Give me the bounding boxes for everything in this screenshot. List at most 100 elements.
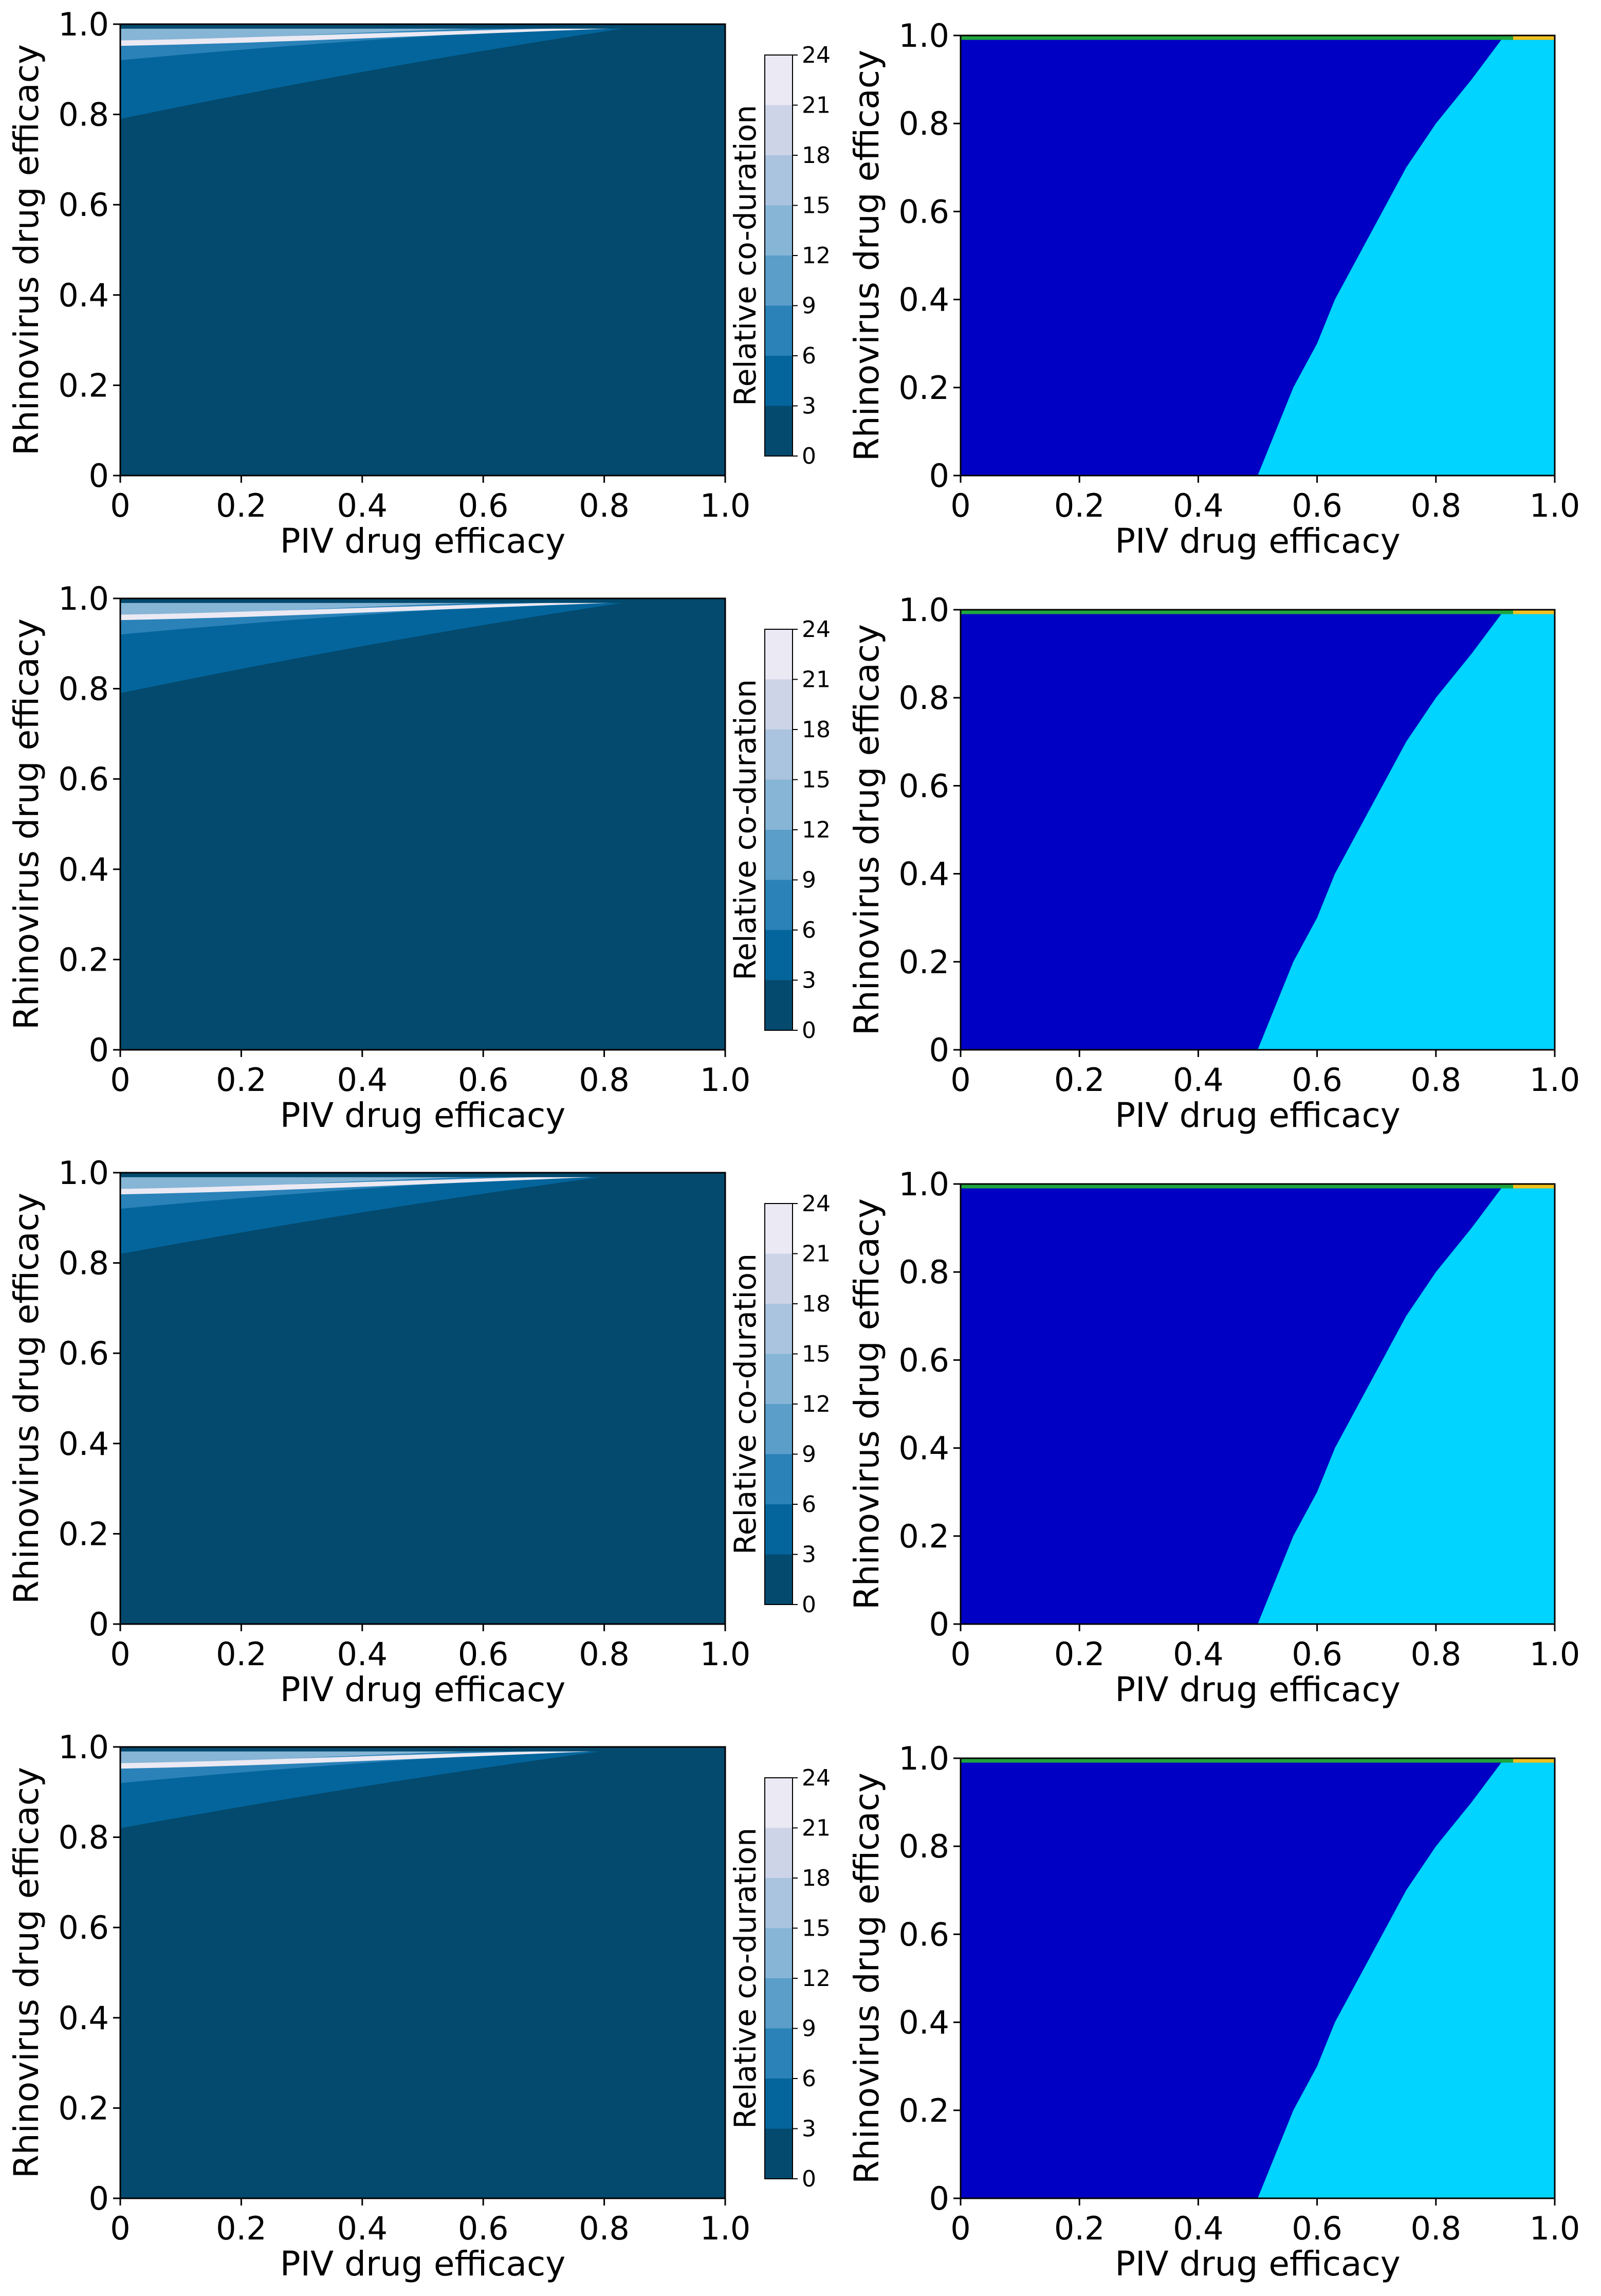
regions-2-x-tick-label: 0.4 [1173,1061,1224,1099]
colorbar-swatch [765,629,793,680]
coduration-3-y-tick-label: 0 [89,1606,109,1643]
coduration-1-x-tick-label: 0.2 [216,487,267,524]
colorbar-tick-label: 12 [802,817,831,843]
colorbar-swatch [765,1204,793,1254]
coduration-4-y-axis-label: Rhinovirus drug efficacy [7,1767,46,2178]
colorbar-tick-label: 0 [802,443,816,469]
regions-3-x-axis-label: PIV drug efficacy [1115,1670,1401,1709]
colorbar-tick-label: 24 [802,616,831,643]
colorbar-tick-label: 9 [802,293,816,319]
regions-1-y-tick-label: 0 [929,457,949,495]
regions-4-y-tick-label: 0.8 [898,1828,949,1865]
regions-2-y-tick-label: 0.8 [898,679,949,717]
coduration-4-x-tick-label: 0.6 [458,2210,509,2247]
colorbar-swatch [765,2128,793,2179]
regions-1-y-tick-label: 0.8 [898,105,949,142]
colorbar-tick-label: 21 [802,667,831,693]
coduration-4-y-tick-label: 0.8 [58,1819,109,1856]
regions-4-y-tick-label: 0.4 [898,2004,949,2042]
coduration-4-x-tick-label: 0.2 [216,2210,267,2247]
regions-2-y-tick-label: 0.4 [898,855,949,893]
colorbar-swatch [765,830,793,880]
regions-2-y-tick-label: 0 [929,1031,949,1069]
colorbar-tick-label: 0 [802,1592,816,1618]
colorbar-1: 0 3 6 9 12 15 18 21 24 Relative co-duration [728,42,831,469]
region-top-band [961,1758,1555,1763]
colorbar-tick-label: 9 [802,867,816,894]
region-high [1258,1762,1555,2198]
colorbar-tick-label: 24 [802,1765,831,1791]
regions-2-x-tick-label: 0.8 [1410,1061,1461,1099]
colorbar-tick-label: 3 [802,393,816,420]
coduration-2-y-tick-label: 0 [89,1031,109,1069]
colorbar-swatch [765,1504,793,1555]
coduration-3-x-tick-label: 0.8 [579,1635,630,1673]
colorbar-tick-label: 12 [802,1965,831,1992]
coduration-level-4 [120,598,622,619]
colorbar-swatch [765,980,793,1030]
colorbar-tick-label: 6 [802,1491,816,1518]
colorbar-swatch [765,256,793,306]
regions-1-y-tick-label: 0.6 [898,193,949,230]
coduration-ridge [120,1176,593,1195]
regions-4-y-tick-label: 1.0 [898,1740,949,1777]
colorbar-label: Relative co-duration [728,105,763,406]
colorbar-swatch [765,1828,793,1878]
region-top-corner [1513,1184,1555,1189]
regions-4-frame [960,1757,1556,2199]
regions-3-x-tick-label: 0.8 [1410,1635,1461,1673]
coduration-2-x-axis-label: PIV drug efficacy [280,1096,566,1135]
colorbar-swatch [765,55,793,105]
colorbar-tick-label: 15 [802,193,831,219]
coduration-2-y-tick-label: 0.4 [58,851,109,888]
coduration-panel-4: 0 0.2 0.4 0.6 0.8 1.0 0 0.2 0.4 0.6 0.8 1.0 PIV drug… [7,1728,750,2284]
coduration-4-y-tick-label: 0.2 [58,2089,109,2127]
coduration-1-x-axis-label: PIV drug efficacy [280,521,566,561]
coduration-1-y-tick-label: 0 [89,457,109,495]
regions-4-x-tick-label: 0 [950,2210,970,2247]
coduration-level-4 [120,1747,604,1767]
coduration-level-0 [120,1747,725,2198]
colorbar-tick-label: 6 [802,343,816,369]
colorbar-tick-label: 3 [802,968,816,994]
colorbar-label: Relative co-duration [728,679,763,980]
colorbar-tick-label: 9 [802,1442,816,1468]
regions-3-frame [960,1183,1556,1625]
regions-3-y-tick-label: 0.8 [898,1253,949,1291]
colorbar-swatch [765,1454,793,1504]
coduration-1-y-tick-label: 0.8 [58,96,109,134]
regions-2-x-axis-label: PIV drug efficacy [1115,1096,1401,1135]
colorbar-swatch [765,679,793,730]
colorbar-swatch [765,1978,793,2029]
regions-3-x-tick-label: 1.0 [1530,1635,1580,1673]
regions-4-y-tick-label: 0 [929,2180,949,2217]
coduration-1-y-tick-label: 0.2 [58,367,109,404]
colorbar-tick-label: 6 [802,917,816,943]
coduration-2-frame [119,597,726,1051]
coduration-4-y-tick-label: 0 [89,2180,109,2217]
regions-4-x-tick-label: 0.4 [1173,2210,1224,2247]
regions-3-y-tick-label: 0 [929,1606,949,1643]
colorbar-tick-label: 24 [802,1191,831,1217]
colorbar-label: Relative co-duration [728,1828,763,2129]
region-top-band [961,610,1555,614]
region-top-corner [1513,1758,1555,1763]
coduration-ridge [120,1751,593,1769]
colorbar-tick-label: 21 [802,1815,831,1842]
coduration-1-y-tick-label: 0.4 [58,277,109,314]
regions-2-x-tick-label: 0.2 [1054,1061,1105,1099]
coduration-3-x-axis-label: PIV drug efficacy [280,1670,566,1709]
regions-1-x-tick-label: 0.8 [1410,487,1461,524]
regions-1-y-tick-label: 0.4 [898,281,949,319]
colorbar-label: Relative co-duration [728,1253,763,1555]
coduration-4-y-tick-label: 0.4 [58,1999,109,2037]
coduration-ridge [120,28,611,46]
regions-4-y-tick-label: 0.6 [898,1916,949,1953]
coduration-1-y-axis-label: Rhinovirus drug efficacy [7,44,46,455]
colorbar-swatch [765,1354,793,1404]
region-top-corner [1513,610,1555,614]
regions-3-x-tick-label: 0.4 [1173,1635,1224,1673]
coduration-2-y-tick-label: 0.8 [58,670,109,708]
coduration-3-y-axis-label: Rhinovirus drug efficacy [7,1193,46,1604]
